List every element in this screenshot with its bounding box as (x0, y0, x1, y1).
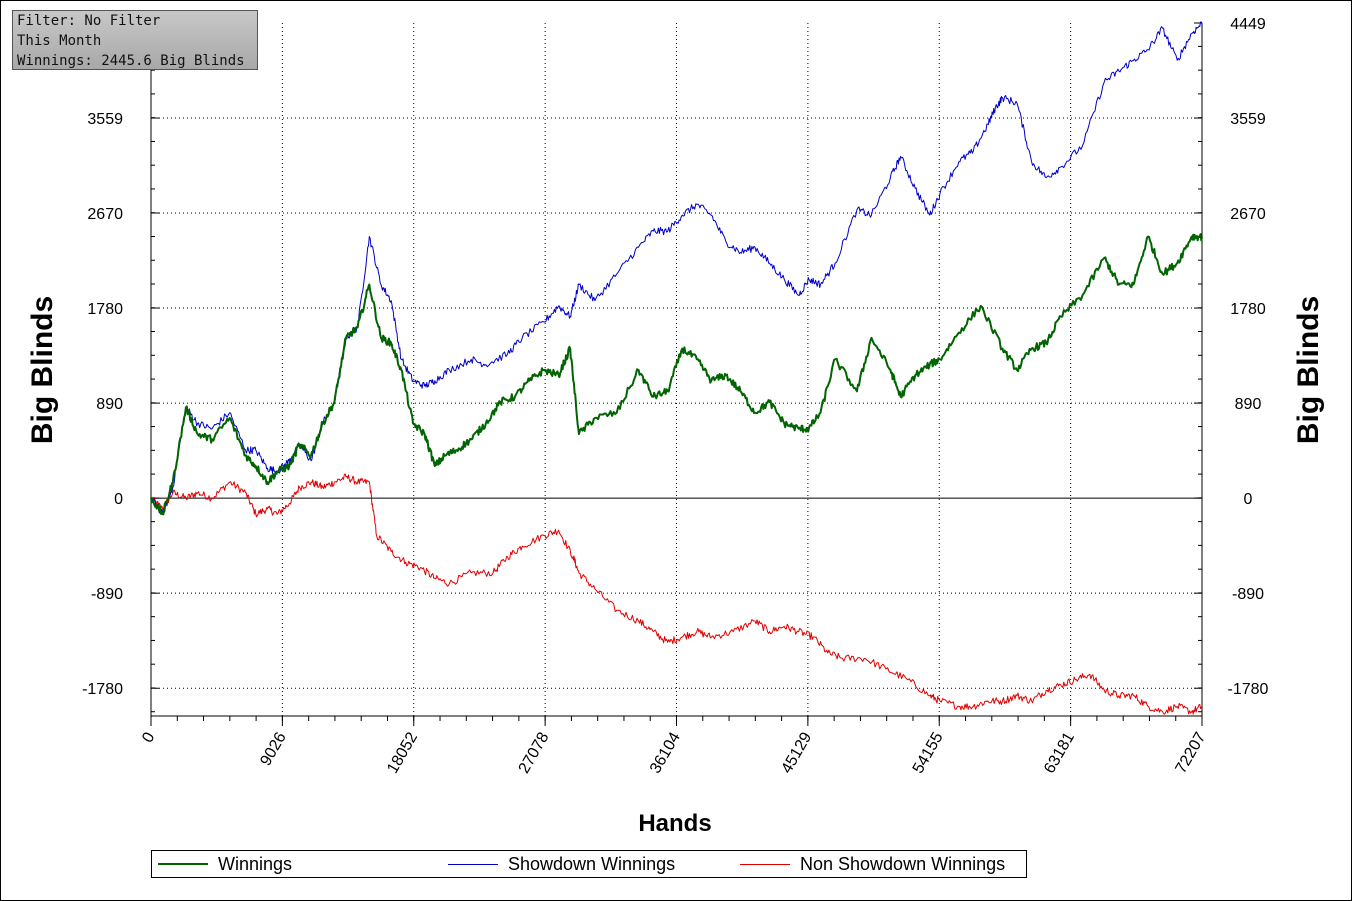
legend-item-non-showdown: Non Showdown Winnings (740, 851, 1005, 877)
winnings-summary-text: Winnings: 2445.6 Big Blinds (17, 53, 245, 69)
series-lines (150, 21, 1203, 715)
x-tick-label: 27078 (516, 729, 553, 776)
y-tick-label-left: 2670 (87, 206, 123, 223)
filter-text: Filter: No Filter (17, 13, 161, 29)
x-tick-label: 36104 (647, 729, 684, 776)
x-tick-label: 72207 (1172, 729, 1209, 776)
x-tick-label: 63181 (1041, 729, 1078, 776)
y-tick-label-right: -890 (1232, 586, 1264, 603)
x-tick-label: 0 (139, 729, 158, 745)
legend-swatch-winnings (158, 863, 208, 865)
y-tick-label-left: 1780 (87, 301, 123, 318)
x-axis-title: Hands (638, 810, 711, 837)
legend-item-showdown: Showdown Winnings (448, 851, 675, 877)
series-line-non-showdown (150, 473, 1203, 715)
period-text: This Month (17, 33, 102, 49)
y-tick-label-left: -1780 (82, 681, 123, 698)
y-tick-label-left: 0 (114, 491, 123, 508)
legend: Winnings Showdown Winnings Non Showdown … (151, 850, 1027, 878)
y-tick-label-right: 890 (1235, 396, 1262, 413)
y-tick-label-right: -1780 (1228, 681, 1269, 698)
legend-swatch-showdown (448, 863, 498, 865)
x-tick-label: 18052 (384, 729, 421, 776)
grid-lines (151, 23, 1202, 716)
legend-swatch-non-showdown (740, 863, 790, 865)
legend-label-showdown: Showdown Winnings (508, 853, 676, 874)
y-tick-label-right: 4449 (1230, 16, 1266, 33)
legend-label-non-showdown: Non Showdown Winnings (800, 853, 1006, 874)
y-tick-label-right: 3559 (1230, 111, 1266, 128)
series-line-winnings (150, 233, 1203, 516)
info-box: Filter: No Filter This Month Winnings: 2… (12, 10, 258, 70)
y-axis-title-left: Big Blinds (26, 296, 59, 444)
y-tick-label-right: 0 (1244, 491, 1253, 508)
y-tick-label-left: 3559 (87, 111, 123, 128)
x-tick-label: 54155 (910, 729, 947, 776)
legend-label-winnings: Winnings (218, 853, 293, 874)
legend-item-winnings: Winnings (158, 851, 292, 877)
y-tick-label-left: 890 (96, 396, 123, 413)
axes: 0 9026 18052 27078 36104 45129 54155 63181 72207… (82, 16, 1268, 777)
x-tick-label: 9026 (257, 729, 290, 768)
x-tick-label: 45129 (778, 729, 815, 776)
y-tick-label-right: 2670 (1230, 206, 1266, 223)
y-tick-label-right: 1780 (1230, 301, 1266, 318)
y-tick-label-left: -890 (91, 586, 123, 603)
series-line-showdown (150, 21, 1203, 515)
y-axis-title-right: Big Blinds (1292, 296, 1325, 444)
